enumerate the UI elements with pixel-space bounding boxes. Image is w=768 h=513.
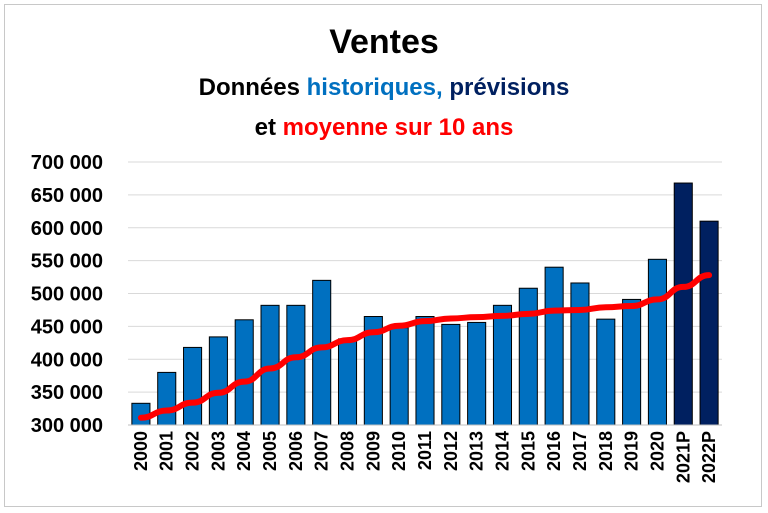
bar-2013 <box>467 321 487 426</box>
bar-2002 <box>183 346 203 426</box>
x-tick-label: 2000 <box>131 431 151 471</box>
bar-2015 <box>518 287 538 426</box>
bar-2001 <box>157 371 177 426</box>
bar-2019 <box>622 298 642 426</box>
bar-2021P <box>673 182 693 426</box>
x-tick-label: 2018 <box>596 431 616 471</box>
chart-title: Ventes <box>329 23 439 61</box>
x-tick-label: 2016 <box>544 431 564 471</box>
bar-2003 <box>208 336 228 426</box>
bar-2011 <box>415 316 435 426</box>
bar-2010 <box>389 327 409 426</box>
x-tick-label: 2003 <box>208 431 228 471</box>
bar-2016 <box>544 266 564 426</box>
x-tick-label: 2005 <box>260 431 280 471</box>
bar-2008 <box>337 338 358 426</box>
chart-subtitle-line2: et moyenne sur 10 ans <box>255 114 514 141</box>
subtitle-previsions: prévisions <box>449 74 569 101</box>
subtitle-donnees: Données <box>199 74 307 101</box>
x-tick-label: 2010 <box>389 431 409 471</box>
x-tick-label: 2008 <box>338 431 358 471</box>
x-tick-label: 2020 <box>647 431 667 471</box>
x-tick-label: 2013 <box>467 431 487 471</box>
chart-subtitle-line1: Données historiques, prévisions <box>199 74 570 101</box>
x-tick-label: 2021P <box>673 431 693 483</box>
x-tick-label: 2022P <box>699 431 719 483</box>
subtitle-et: et <box>255 114 283 141</box>
x-axis-ticks: 2000 2001 2002 2003 2004 2005 2006 2007 2008 2009… <box>131 431 719 483</box>
x-tick-label: 2002 <box>183 431 203 471</box>
x-tick-label: 2001 <box>157 431 177 471</box>
subtitle-historiques: historiques, <box>307 74 443 101</box>
y-tick-label: 400 000 <box>31 349 103 371</box>
y-tick-label: 700 000 <box>31 152 103 174</box>
bar-2017 <box>570 282 590 426</box>
bars <box>131 182 719 426</box>
x-tick-label: 2004 <box>234 431 254 471</box>
x-tick-label: 2019 <box>622 431 642 471</box>
x-tick-label: 2017 <box>570 431 590 471</box>
x-tick-label: 2015 <box>518 431 538 471</box>
x-tick-label: 2007 <box>312 431 332 471</box>
bar-2007 <box>312 279 332 426</box>
x-tick-label: 2011 <box>415 431 435 470</box>
bar-2014 <box>492 304 513 426</box>
x-tick-label: 2014 <box>492 431 512 471</box>
x-tick-label: 2006 <box>286 431 306 471</box>
y-axis-ticks: 300 000 350 000 400 000 450 000 500 000 550 0… <box>31 152 103 437</box>
y-tick-label: 450 000 <box>31 316 103 338</box>
y-tick-label: 350 000 <box>31 382 103 404</box>
y-tick-label: 300 000 <box>31 415 103 437</box>
chart-frame <box>4 4 762 507</box>
y-tick-label: 550 000 <box>31 251 103 273</box>
bar-2022P <box>699 220 719 426</box>
average-line <box>137 272 713 421</box>
x-tick-label: 2009 <box>363 431 383 471</box>
bar-2004 <box>234 319 254 426</box>
subtitle-moyenne: moyenne sur 10 ans <box>283 114 514 141</box>
bar-2018 <box>596 318 616 426</box>
average-line-group <box>128 272 722 426</box>
y-tick-label: 600 000 <box>31 218 103 240</box>
y-tick-label: 500 000 <box>31 284 103 306</box>
bar-2020 <box>647 258 667 426</box>
bar-2006 <box>286 304 306 426</box>
x-tick-label: 2012 <box>441 431 461 471</box>
bar-2012 <box>441 323 461 426</box>
y-tick-label: 650 000 <box>31 185 103 207</box>
